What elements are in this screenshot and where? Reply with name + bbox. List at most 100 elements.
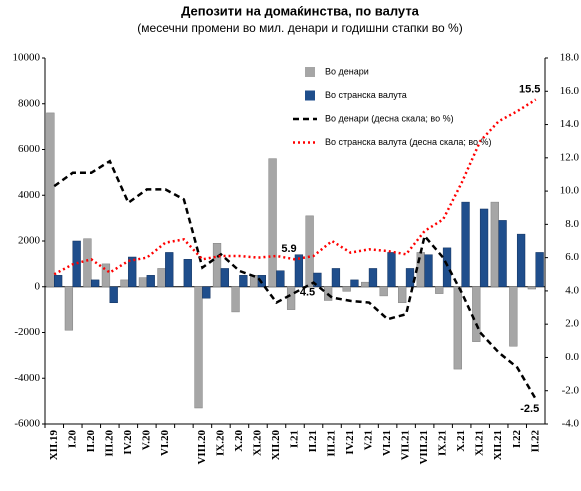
y-tick-label: -4000 bbox=[14, 372, 40, 384]
bar bbox=[342, 286, 351, 292]
data-label: 5.9 bbox=[281, 243, 296, 255]
bar bbox=[194, 286, 203, 409]
bar bbox=[442, 247, 452, 288]
y2-tick-label: 0.0 bbox=[565, 351, 579, 363]
y2-tick-label: 18.0 bbox=[560, 52, 580, 64]
bar bbox=[183, 259, 192, 287]
y2-tick-label: 6.0 bbox=[565, 251, 579, 263]
legend-label: Во денари (десна скала; во %) bbox=[325, 113, 454, 123]
bar bbox=[331, 268, 341, 288]
bar bbox=[368, 268, 378, 288]
bar bbox=[157, 268, 166, 288]
y2-tick-label: 8.0 bbox=[565, 218, 579, 230]
bar bbox=[202, 286, 211, 299]
bar bbox=[46, 112, 55, 288]
x-tick-label: III.20 bbox=[103, 430, 115, 457]
x-tick-label: V.21 bbox=[363, 430, 375, 450]
x-tick-label: II.22 bbox=[529, 430, 541, 453]
x-tick-label: IV.21 bbox=[344, 430, 356, 455]
x-tick-label: I.22 bbox=[511, 430, 523, 449]
legend-swatch bbox=[305, 90, 315, 101]
bar bbox=[379, 286, 388, 297]
bar bbox=[498, 220, 507, 288]
bar bbox=[509, 286, 518, 347]
bar bbox=[387, 252, 396, 287]
bar bbox=[128, 256, 137, 288]
legend-swatch bbox=[305, 67, 315, 77]
bar bbox=[72, 240, 81, 287]
chart-title: Депозити на домаќинства, по валута bbox=[181, 3, 420, 18]
x-tick-label: VIII.20 bbox=[196, 430, 208, 465]
bar bbox=[472, 286, 481, 342]
bar bbox=[424, 254, 433, 288]
x-tick-label: VI.20 bbox=[159, 430, 171, 456]
bar bbox=[212, 243, 222, 288]
x-tick-label: II.20 bbox=[85, 430, 97, 453]
bar bbox=[305, 215, 314, 287]
x-tick-label: IX.20 bbox=[214, 430, 226, 456]
data-label: -2.5 bbox=[520, 403, 539, 415]
y2-tick-label: 2.0 bbox=[565, 318, 579, 330]
bar bbox=[313, 272, 322, 287]
y-tick-label: 2000 bbox=[18, 235, 41, 247]
bar bbox=[83, 238, 92, 287]
bar bbox=[120, 279, 129, 288]
bar bbox=[350, 279, 359, 288]
chart-subtitle: (месечни промени во мил. денари и годишн… bbox=[137, 21, 462, 35]
y2-tick-label: 16.0 bbox=[560, 85, 580, 97]
bar bbox=[220, 268, 229, 288]
x-tick-label: XI.21 bbox=[474, 430, 486, 456]
bar bbox=[461, 201, 470, 287]
x-tick-label: III.21 bbox=[326, 430, 338, 457]
bar bbox=[54, 275, 63, 287]
bar bbox=[64, 286, 74, 331]
x-tick-label: VII.21 bbox=[400, 430, 412, 460]
bar bbox=[516, 233, 526, 287]
bar bbox=[527, 286, 536, 290]
bar bbox=[405, 268, 415, 288]
y2-tick-label: 12.0 bbox=[560, 151, 580, 163]
bar bbox=[453, 286, 462, 370]
y2-tick-label: 10.0 bbox=[560, 185, 580, 197]
y-tick-label: 0 bbox=[35, 280, 41, 292]
x-tick-label: X.21 bbox=[455, 430, 467, 452]
line bbox=[53, 98, 537, 276]
y-tick-label: -2000 bbox=[14, 326, 40, 338]
bar bbox=[231, 286, 240, 313]
data-label: 4.5 bbox=[300, 286, 315, 298]
x-tick-label: XII.19 bbox=[48, 430, 60, 461]
y2-tick-label: -4.0 bbox=[562, 418, 580, 430]
legend-label: Во денари bbox=[325, 66, 369, 76]
bar bbox=[146, 275, 155, 287]
bar bbox=[435, 286, 444, 294]
x-tick-label: II.21 bbox=[307, 430, 319, 452]
x-tick-label: X.20 bbox=[233, 430, 245, 452]
bar bbox=[138, 277, 148, 288]
bar bbox=[268, 158, 277, 287]
legend-label: Во странска валута (десна скала; во %) bbox=[325, 137, 492, 147]
x-tick-label: IV.20 bbox=[122, 430, 134, 455]
bar bbox=[165, 252, 174, 287]
bar bbox=[294, 254, 304, 288]
legend-label: Во странска валута bbox=[325, 90, 407, 100]
y-tick-label: 8000 bbox=[18, 97, 41, 109]
y2-tick-label: 14.0 bbox=[560, 118, 580, 130]
bar bbox=[276, 270, 285, 287]
y-tick-label: 4000 bbox=[18, 189, 41, 201]
bar bbox=[361, 281, 370, 287]
y-tick-label: 10000 bbox=[13, 52, 41, 64]
bar bbox=[109, 286, 118, 304]
x-tick-label: I.21 bbox=[289, 430, 301, 448]
y2-tick-label: -2.0 bbox=[562, 384, 580, 396]
x-tick-label: V.20 bbox=[140, 430, 152, 451]
y-tick-label: 6000 bbox=[18, 143, 41, 155]
x-tick-label: I.20 bbox=[66, 430, 78, 449]
bar bbox=[535, 252, 544, 287]
x-tick-label: XI.20 bbox=[251, 430, 263, 456]
bar bbox=[101, 263, 111, 287]
line bbox=[53, 159, 537, 400]
x-tick-label: XII.20 bbox=[270, 430, 282, 461]
bar bbox=[239, 275, 248, 287]
bar bbox=[479, 208, 489, 288]
